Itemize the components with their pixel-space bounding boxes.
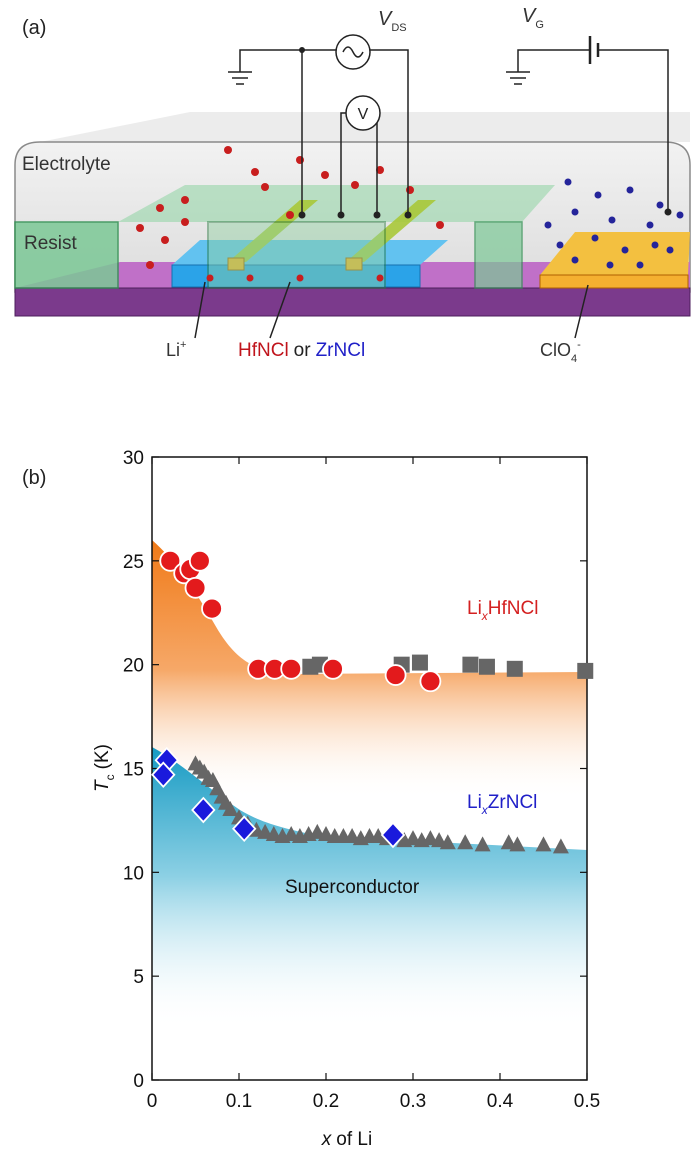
base: Li bbox=[467, 598, 482, 619]
point bbox=[323, 659, 343, 679]
subscript: c bbox=[103, 774, 117, 780]
symbol: x bbox=[321, 1129, 333, 1150]
base: Li bbox=[467, 792, 482, 813]
point bbox=[507, 661, 523, 677]
text: HfNCl bbox=[488, 598, 539, 619]
point bbox=[281, 659, 301, 679]
x-tick-label: 0.4 bbox=[487, 1091, 514, 1112]
point bbox=[577, 663, 593, 679]
y-tick-label: 25 bbox=[123, 552, 144, 573]
point bbox=[386, 665, 406, 685]
base: ClO bbox=[540, 340, 571, 360]
material: ZrNCl bbox=[316, 340, 366, 361]
material: or bbox=[294, 340, 312, 361]
x-tick-label: 0.5 bbox=[574, 1091, 600, 1112]
y-tick-label: 30 bbox=[123, 448, 144, 469]
text: ZrNCl bbox=[488, 792, 538, 813]
subscript: DS bbox=[391, 22, 406, 34]
material: HfNCl bbox=[238, 340, 289, 361]
panel-label: (b) bbox=[22, 467, 46, 489]
superscript: - bbox=[577, 339, 581, 351]
resist-window bbox=[208, 222, 385, 288]
point bbox=[190, 551, 210, 571]
y-tick-label: 0 bbox=[133, 1071, 144, 1092]
point bbox=[479, 659, 495, 675]
x-tick-label: 0.3 bbox=[400, 1091, 426, 1112]
y-tick-label: 5 bbox=[133, 967, 144, 988]
x-tick-label: 0.1 bbox=[226, 1091, 252, 1112]
subscript: 4 bbox=[571, 353, 577, 365]
point bbox=[202, 599, 222, 619]
base: Li bbox=[166, 340, 180, 360]
y-tick-label: 10 bbox=[123, 863, 144, 884]
resist-label: Resist bbox=[24, 233, 78, 254]
electrolyte-label: Electrolyte bbox=[22, 154, 111, 175]
subscript: G bbox=[535, 19, 544, 31]
text: Superconductor bbox=[285, 877, 420, 898]
unit: (K) bbox=[92, 744, 113, 769]
y-tick-label: 15 bbox=[123, 760, 144, 781]
y-tick-label: 20 bbox=[123, 656, 144, 677]
point bbox=[462, 657, 478, 673]
text: of Li bbox=[336, 1129, 372, 1150]
resist-left bbox=[15, 222, 118, 288]
substrate bbox=[15, 288, 690, 316]
voltmeter-label: V bbox=[358, 106, 369, 123]
panel-label: (a) bbox=[22, 17, 46, 39]
gate-electrode bbox=[540, 275, 688, 288]
point bbox=[186, 578, 206, 598]
resist-right bbox=[475, 222, 522, 288]
x-tick-label: 0.2 bbox=[313, 1091, 339, 1112]
annotation: Superconductor bbox=[285, 877, 420, 898]
point bbox=[412, 655, 428, 671]
point bbox=[420, 671, 440, 691]
figure: (a) VDS VG V Electrolyte Resist Li+ HfNC… bbox=[0, 0, 694, 1155]
superscript: + bbox=[180, 339, 186, 351]
x-tick-label: 0 bbox=[147, 1091, 158, 1112]
